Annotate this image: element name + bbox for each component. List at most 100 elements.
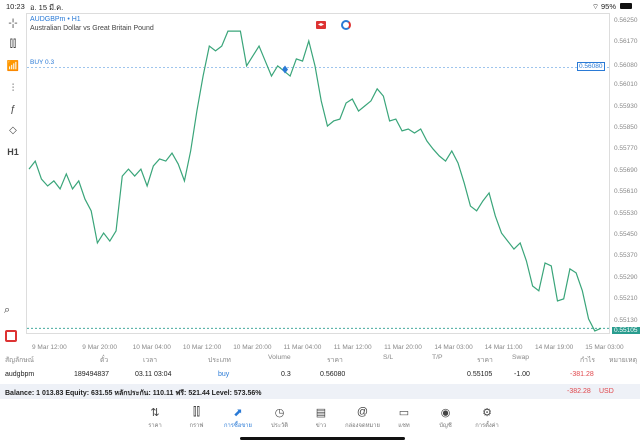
column-header[interactable]: ประเภท (208, 357, 231, 364)
nav-label: การตั้งค่า (475, 423, 499, 429)
sell-button[interactable]: ◂▸ (316, 21, 326, 29)
cell-open-price: 0.56080 (320, 371, 346, 378)
x-tick-label: 9 Mar 20:00 (82, 344, 117, 351)
wifi-icon: ⌔ (592, 2, 600, 11)
cell-symbol: audgbpm (5, 371, 35, 378)
quotes-icon: ⇅ (150, 407, 160, 419)
y-tick-label: 0.55210 (614, 295, 638, 303)
battery-percent: 95% (601, 2, 617, 11)
y-tick-label: 0.55530 (614, 209, 638, 217)
x-tick-label: 10 Mar 20:00 (233, 344, 272, 351)
nav-chart[interactable]: ⫿⫿ กราฟ (177, 406, 217, 430)
balance-bar: Balance: 1 013.83 Equity: 631.55 หลักประ… (0, 384, 640, 399)
cell-price: 0.55105 (467, 371, 493, 378)
current-price-tag: 0.55105 (612, 327, 640, 334)
y-tick-label: 0.55610 (614, 188, 638, 196)
mailbox-icon: @ (356, 406, 369, 418)
x-tick-label: 14 Mar 03:00 (434, 344, 473, 351)
trade-icon: ⬈ (233, 407, 243, 419)
nav-label: กล่องจดหมาย (345, 423, 380, 429)
timeframe-label[interactable]: H1 (7, 147, 19, 157)
column-header[interactable]: กำไร (580, 357, 596, 364)
cell-ticket: 189494837 (74, 371, 110, 378)
buy-sell-icon[interactable] (341, 20, 351, 30)
price-series-line (28, 30, 602, 332)
function-icon[interactable]: ƒ (10, 104, 16, 115)
nav-label: ข่าว (315, 423, 327, 429)
x-tick-label: 10 Mar 12:00 (182, 344, 222, 351)
sliders-icon[interactable]: ⫶ (11, 83, 15, 94)
nav-trade[interactable]: ⬈ การซื้อขาย (218, 406, 258, 430)
column-header[interactable]: Volume (268, 354, 291, 361)
nav-label: บัญชี (439, 423, 452, 429)
currency: USD (599, 388, 614, 395)
cell-type: buy (218, 371, 230, 378)
cell-swap: -1.00 (514, 371, 530, 378)
cell-profit: -381.28 (570, 371, 594, 378)
nav-label: กราฟ (189, 423, 204, 429)
nav-settings[interactable]: ⚙ การตั้งค่า (467, 406, 507, 430)
nav-news[interactable]: ▤ ข่าว (301, 406, 341, 430)
zoom-chart-icon[interactable]: ⌕ (4, 304, 11, 316)
y-tick-label: 0.55130 (614, 316, 638, 324)
column-header[interactable]: S/L (383, 354, 394, 361)
column-header[interactable]: เวลา (143, 357, 158, 364)
crosshair-icon[interactable]: -¦- (8, 18, 18, 29)
chart-symbol: AUDGBPm • H1 (30, 16, 81, 23)
shapes-icon[interactable]: ◇ (9, 125, 17, 136)
chart-icon: ⫿⫿ (192, 406, 201, 418)
status-bar: 10:23 อ. 15 มี.ค. ⌔ 95% (0, 0, 640, 12)
y-tick-label: 0.56250 (614, 17, 638, 24)
account-icon: ◉ (440, 407, 451, 419)
y-tick-label: 0.56170 (614, 38, 638, 46)
column-header[interactable]: สัญลักษณ์ (5, 357, 35, 364)
symbol-description: Australian Dollar vs Great Britain Pound (30, 25, 154, 32)
battery-icon (620, 3, 632, 9)
column-header[interactable]: ตั๋ว (100, 357, 109, 364)
nav-quotes[interactable]: ⇅ ราคา (135, 406, 175, 430)
nav-label: แชท (398, 423, 410, 429)
x-tick-label: 15 Mar 03:00 (585, 344, 624, 351)
x-tick-label: 14 Mar 11:00 (484, 344, 523, 351)
entry-marker (282, 65, 288, 74)
y-tick-label: 0.55770 (614, 145, 638, 153)
indicators-icon[interactable]: 📶 (6, 61, 20, 72)
column-header[interactable]: ราคา (477, 357, 493, 364)
nav-account[interactable]: ◉ บัญชี (426, 406, 466, 430)
nav-history[interactable]: ◷ ประวัติ (260, 406, 300, 430)
column-header[interactable]: T/P (432, 354, 443, 361)
total-profit: -382.28 (567, 388, 591, 395)
nav-label: การซื้อขาย (224, 423, 252, 429)
home-indicator (240, 437, 405, 440)
price-chart[interactable]: AUDGBPm • H1 Australian Dollar vs Great … (26, 13, 611, 334)
timeframe: H1 (71, 16, 81, 23)
clock: 10:23 (6, 2, 25, 11)
y-tick-label: 0.55450 (614, 231, 638, 238)
y-tick-label: 0.55930 (614, 102, 638, 110)
y-tick-label: 0.55850 (614, 124, 638, 131)
column-header[interactable]: หมายเหตุ (609, 357, 637, 364)
news-icon: ▤ (315, 407, 327, 419)
y-tick-label: 0.56010 (614, 81, 638, 89)
one-click-trading-icon[interactable] (5, 330, 17, 342)
y-tick-label: 0.56080 (614, 62, 638, 70)
cell-volume: 0.3 (281, 371, 291, 378)
buy-position-label: BUY 0.3 (30, 59, 55, 66)
date: อ. 15 มี.ค. (30, 3, 64, 12)
candles-icon[interactable]: ⫿⫿ (9, 39, 17, 50)
cell-time: 03.11 03:04 (135, 371, 172, 378)
x-tick-label: 11 Mar 20:00 (384, 344, 422, 351)
chat-icon: ▭ (398, 407, 410, 419)
history-icon: ◷ (274, 407, 285, 419)
x-tick-label: 14 Mar 19:00 (535, 344, 574, 351)
nav-mailbox[interactable]: @ กล่องจดหมาย (343, 406, 383, 430)
column-header[interactable]: ราคา (327, 357, 343, 364)
nav-chat[interactable]: ▭ แชท (384, 406, 424, 430)
x-tick-label: 11 Mar 12:00 (333, 344, 372, 351)
column-header[interactable]: Swap (512, 354, 530, 361)
x-tick-label: 11 Mar 04:00 (283, 344, 322, 351)
price-plot (27, 30, 611, 332)
open-price-tag: 0.56080 (577, 62, 605, 71)
balance-summary: Balance: 1 013.83 Equity: 631.55 หลักประ… (5, 390, 262, 397)
x-tick-label: 10 Mar 04:00 (132, 344, 171, 351)
